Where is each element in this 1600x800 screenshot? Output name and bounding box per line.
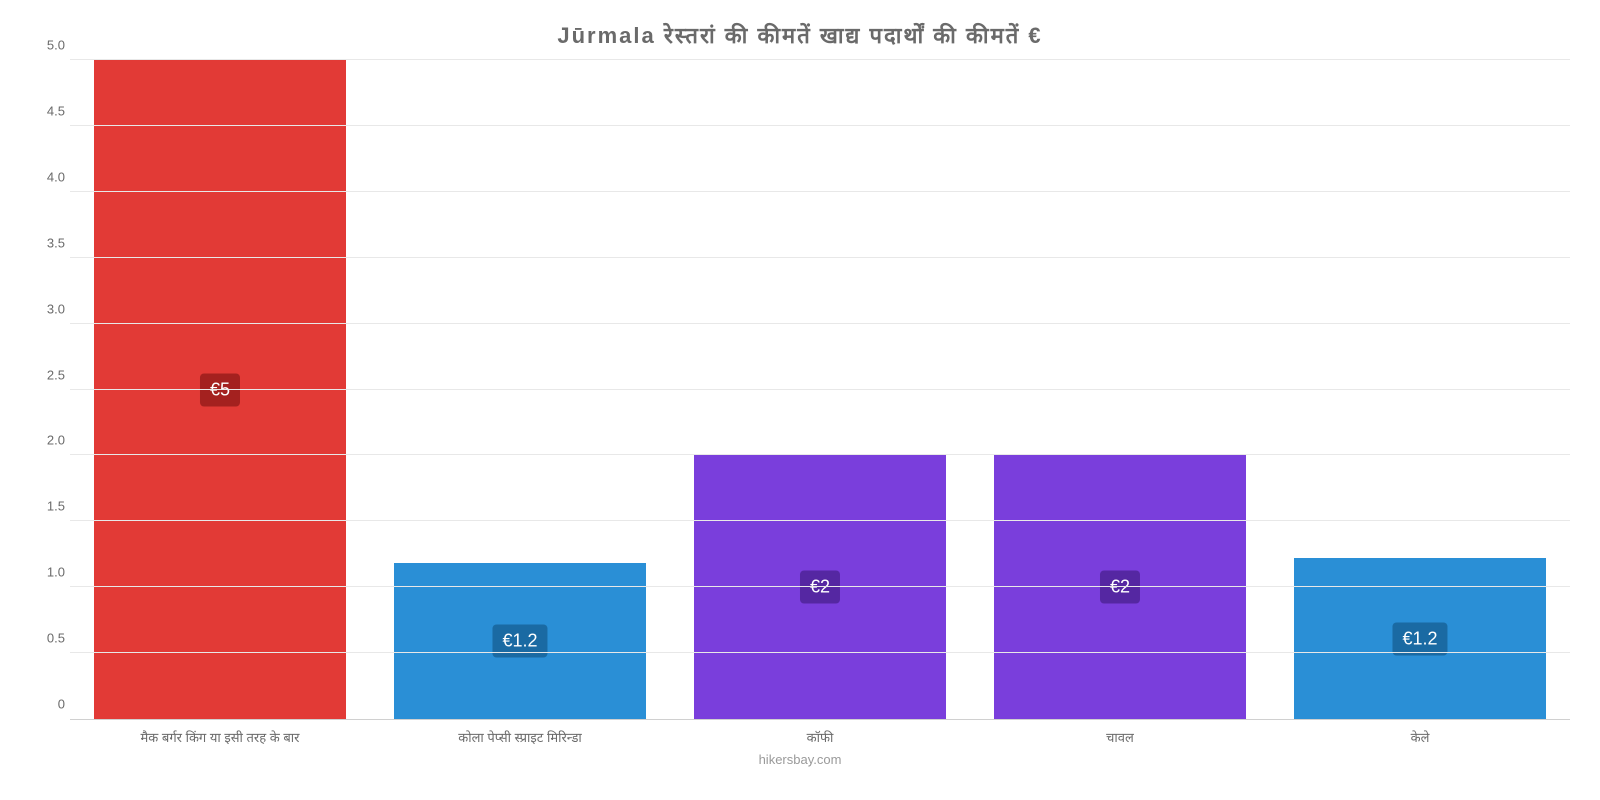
y-tick-label: 2.5 [25,367,65,382]
grid-line [70,454,1570,455]
x-axis-labels: मैक बर्गर किंग या इसी तरह के बारकोला पेप… [70,728,1570,746]
grid-line [70,59,1570,60]
bar-wrapper: €1.2 [370,60,670,719]
bar-value-label: €2 [1100,571,1140,604]
x-tick-label: केले [1270,728,1570,746]
bar-wrapper: €2 [970,60,1270,719]
grid-line [70,586,1570,587]
y-tick-label: 2.0 [25,433,65,448]
grid-line [70,323,1570,324]
price-chart: Jūrmala रेस्तरां की कीमतें खाद्य पदार्थो… [20,20,1580,780]
grid-line [70,652,1570,653]
y-tick-label: 1.5 [25,499,65,514]
grid-line [70,257,1570,258]
grid-line [70,191,1570,192]
bar-wrapper: €2 [670,60,970,719]
bar: €1.2 [1294,558,1546,719]
bar-value-label: €1.2 [1392,622,1447,655]
grid-line [70,125,1570,126]
x-tick-label: मैक बर्गर किंग या इसी तरह के बार [70,728,370,746]
y-tick-label: 0.5 [25,631,65,646]
chart-title: Jūrmala रेस्तरां की कीमतें खाद्य पदार्थो… [20,20,1580,50]
y-tick-label: 3.0 [25,301,65,316]
x-tick-label: कॉफी [670,728,970,746]
y-tick-label: 3.5 [25,235,65,250]
y-tick-label: 4.5 [25,103,65,118]
plot-area: €5€1.2€2€2€1.2 00.51.01.52.02.53.03.54.0… [70,60,1570,720]
x-tick-label: कोला पेप्सी स्प्राइट मिरिन्डा [370,728,670,746]
grid-line [70,389,1570,390]
bar-wrapper: €5 [70,60,370,719]
bar: €2 [994,455,1246,719]
bar: €5 [94,60,346,719]
x-tick-label: चावल [970,728,1270,746]
y-tick-label: 1.0 [25,565,65,580]
bar-value-label: €2 [800,571,840,604]
bar-value-label: €5 [200,373,240,406]
chart-footer: hikersbay.com [20,752,1580,767]
y-tick-label: 4.0 [25,169,65,184]
grid-line [70,520,1570,521]
bar-wrapper: €1.2 [1270,60,1570,719]
y-tick-label: 5.0 [25,38,65,53]
bars-container: €5 €1.2 €2 €2 €1.2 [70,60,1570,719]
y-tick-label: 0 [25,697,65,712]
bar: €2 [694,455,946,719]
